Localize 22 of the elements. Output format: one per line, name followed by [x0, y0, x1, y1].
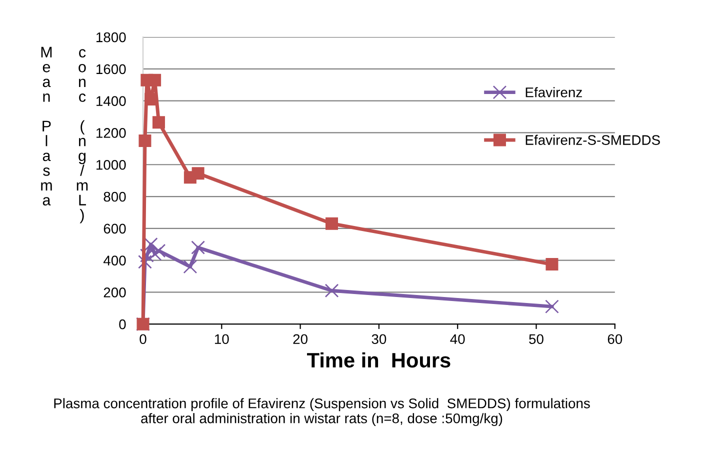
x-tick-label: 20 [293, 334, 308, 344]
x-tick-label: 60 [608, 334, 622, 344]
y-tick-label: 800 [104, 192, 126, 202]
y-tick-label: 1400 [96, 96, 126, 106]
x-tick-label: 0 [140, 334, 146, 344]
legend-label: Efavirenz-S-SMEDDS [526, 134, 660, 145]
text: Mean Plasma conc (ng/mL) [41, 46, 88, 224]
y-tick-label: 200 [104, 288, 126, 298]
y-tick-label: 400 [103, 256, 126, 266]
x-tick-label: 10 [214, 334, 229, 344]
y-tick-label: 1800 [96, 32, 126, 42]
y-tick-label: 1200 [96, 128, 126, 138]
y-tick-label: 600 [104, 224, 126, 234]
text: Plasma concentration profile of Efavirenz (Suspension vs Solid SMEDDS) formulations after oral administration in wistar rats (n=8, dose :50mg/kg) [54, 398, 590, 426]
y-tick-label: 0 [119, 319, 126, 330]
x-tick-label: 30 [372, 334, 386, 344]
x-tick-label: 50 [529, 334, 544, 344]
y-tick-label: 1000 [96, 160, 126, 170]
legend-label: Efavirenz [526, 87, 582, 98]
y-tick-label: 1600 [96, 64, 126, 74]
x-tick-label: 40 [450, 334, 465, 344]
x-axis-title: Time in Hours [307, 352, 450, 368]
